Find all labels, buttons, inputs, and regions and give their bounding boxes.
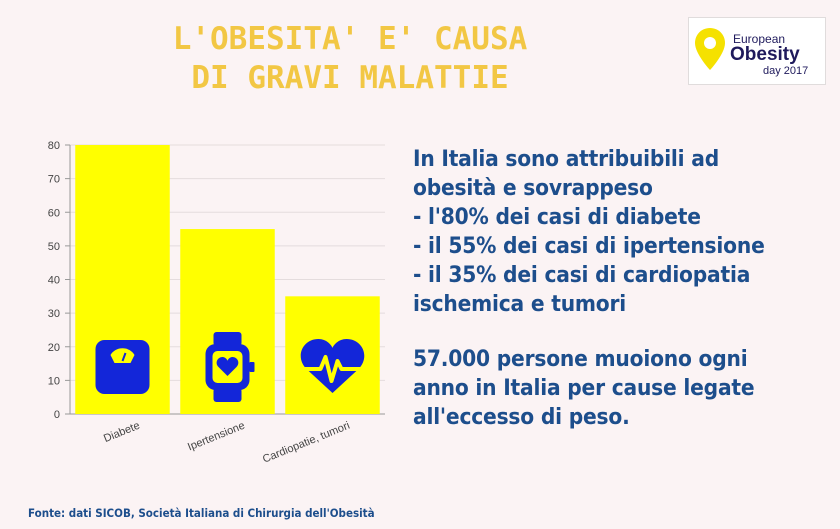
title-line-1: L'OBESITA' E' CAUSA xyxy=(172,21,528,57)
european-obesity-day-logo: European Obesity day 2017 xyxy=(688,17,826,85)
y-tick-label: 70 xyxy=(48,174,60,186)
x-tick-label: Ipertensione xyxy=(186,420,247,454)
y-tick-label: 60 xyxy=(48,207,60,219)
y-tick-label: 30 xyxy=(48,308,60,320)
text-line: - il 55% dei casi di ipertensione xyxy=(413,233,765,259)
logo-line-2: Obesity xyxy=(730,44,800,65)
y-tick-label: 50 xyxy=(48,241,60,253)
text-line: - l'80% dei casi di diabete xyxy=(413,204,701,230)
logo-line-1: European xyxy=(733,32,786,46)
x-tick-label: Diabete xyxy=(102,420,142,445)
logo-line-3: day 2017 xyxy=(763,65,809,77)
bar-chart: 0 10 20 30 40 50 60 70 80 Diabete Ipertensione Car… xyxy=(48,140,385,466)
y-tick-label: 40 xyxy=(48,275,60,287)
page-title: L'OBESITA' E' CAUSA DI GRAVI MALATTIE xyxy=(150,20,550,98)
title-line-2: DI GRAVI MALATTIE xyxy=(191,60,509,96)
text-line: all'eccesso di peso. xyxy=(413,404,630,430)
text-line: obesità e sovrappeso xyxy=(413,175,653,201)
bar-icons xyxy=(95,332,365,402)
text-line: ischemica e tumori xyxy=(413,291,627,317)
scale-icon xyxy=(95,340,150,394)
text-line: anno in Italia per cause legate xyxy=(413,375,755,401)
y-tick-label: 80 xyxy=(48,140,60,152)
paragraph-deaths: 57.000 persone muoiono ogni anno in Itali… xyxy=(413,345,838,432)
heart-pulse-icon xyxy=(300,339,365,393)
smartwatch-heart-icon xyxy=(205,332,255,402)
y-tick-label: 0 xyxy=(54,409,60,421)
source-note: Fonte: dati SICOB, Società Italiana di C… xyxy=(28,506,375,520)
info-text: In Italia sono attribuibili ad obesità e … xyxy=(413,145,838,432)
text-line: In Italia sono attribuibili ad xyxy=(413,146,719,172)
x-tick-label: Cardiopatie, tumori xyxy=(261,420,352,466)
y-tick-label: 20 xyxy=(48,342,60,354)
y-tick-label: 10 xyxy=(48,375,60,387)
location-pin-icon xyxy=(695,28,725,70)
paragraph-attribution: In Italia sono attribuibili ad obesità e … xyxy=(413,145,838,319)
y-axis-ticks: 0 10 20 30 40 50 60 70 80 xyxy=(48,140,70,421)
text-line: 57.000 persone muoiono ogni xyxy=(413,346,748,372)
text-line: - il 35% dei casi di cardiopatia xyxy=(413,262,751,288)
x-axis-labels: Diabete Ipertensione Cardiopatie, tumori xyxy=(102,420,352,466)
